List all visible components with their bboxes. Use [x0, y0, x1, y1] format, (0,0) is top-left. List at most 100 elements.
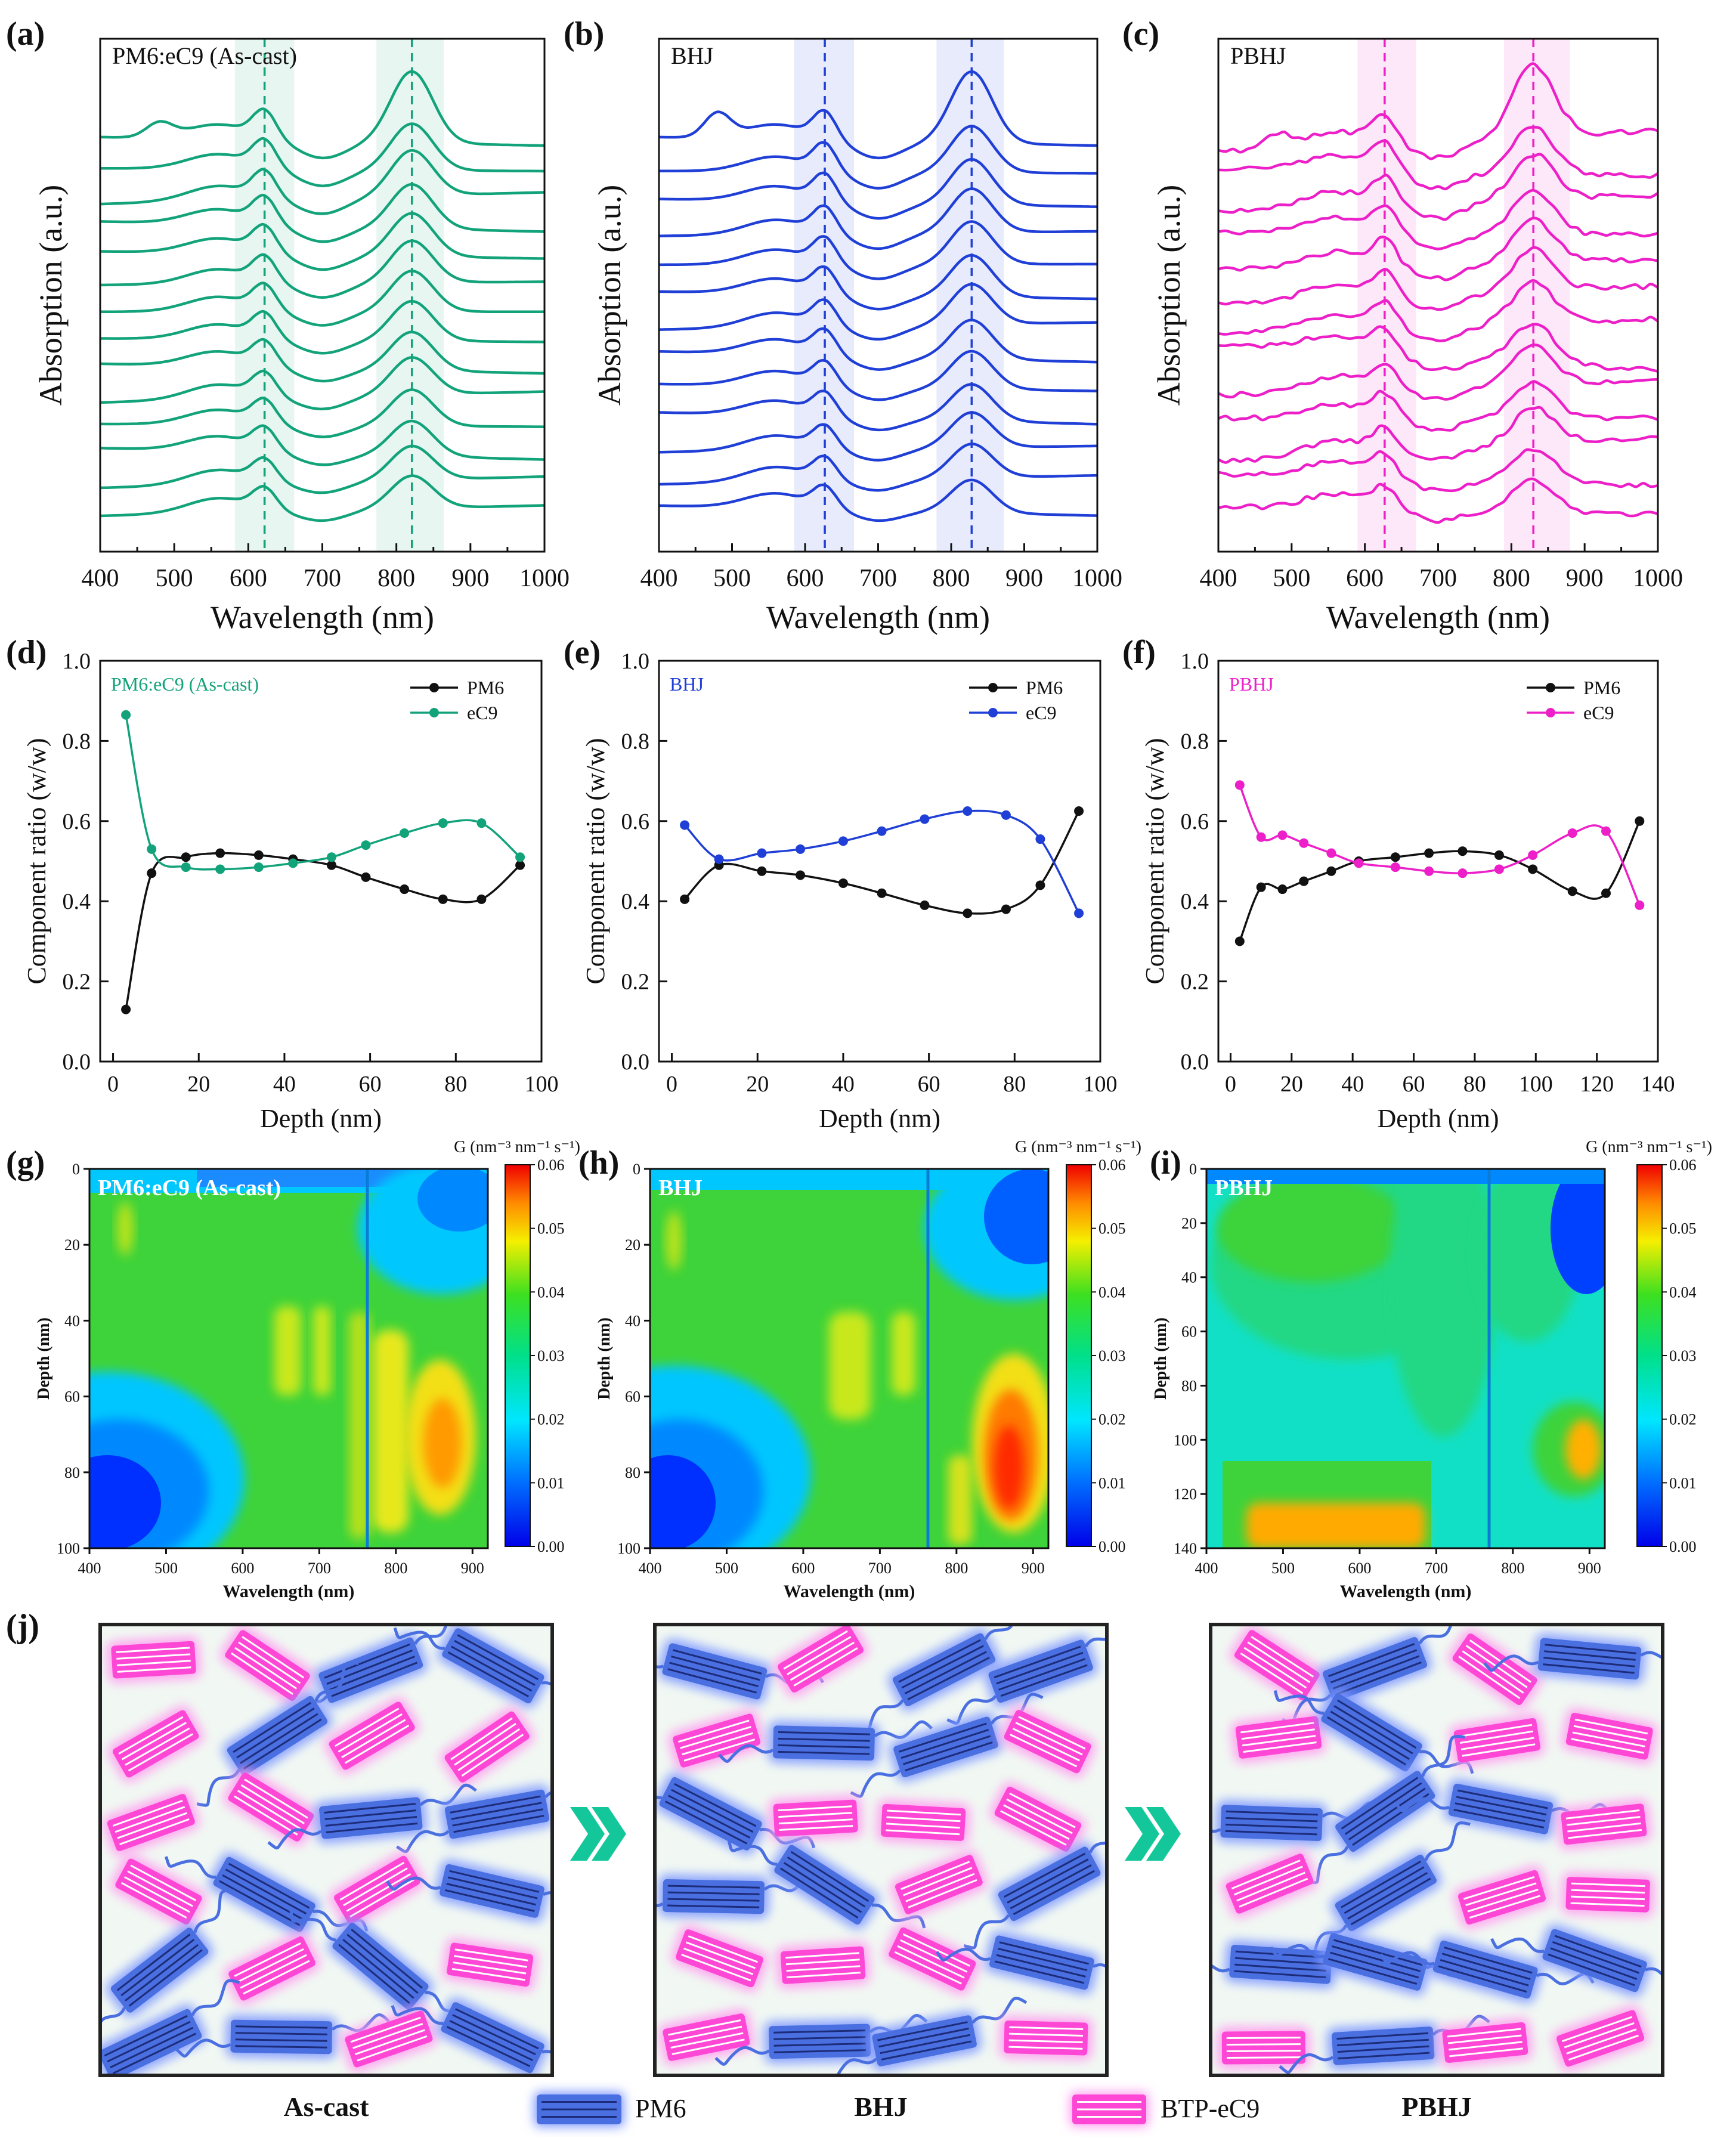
molecule-body	[893, 1716, 998, 1778]
x-axis-title: Depth (nm)	[260, 1104, 382, 1133]
pm6-molecule	[1212, 1800, 1381, 1846]
colorbar-tick-label: 0.04	[1669, 1283, 1697, 1301]
molecule-body	[447, 1942, 534, 1987]
molecule-stripe	[1226, 1810, 1318, 1816]
colorbar-tick-label: 0.02	[1669, 1411, 1697, 1428]
panel-h: 400 500 600 700 800 900 0 20 40 60 80 100 Wavelength…	[578, 1138, 1141, 1601]
molecule-stripe	[674, 1783, 757, 1827]
data-point-PM6	[963, 908, 973, 918]
molecule-stripe	[1009, 1792, 1076, 1828]
molecule-stripe	[335, 1707, 400, 1747]
molecule-body	[1004, 1710, 1091, 1774]
x-tick-label: 120	[1580, 1072, 1614, 1097]
x-tick-label: 40	[1341, 1072, 1364, 1097]
legend-marker	[429, 683, 439, 692]
data-point-eC9	[1354, 858, 1364, 868]
molecule-stripe	[790, 1641, 855, 1681]
data-point-eC9	[121, 710, 131, 720]
data-point-PM6	[476, 894, 487, 904]
molecule-stripe	[352, 2023, 423, 2049]
molecule-stripe	[343, 1867, 408, 1907]
panel-tag: (c)	[1122, 16, 1159, 52]
schematic-content	[102, 1626, 550, 2074]
polymer-chain	[391, 2005, 444, 2025]
molecule-stripe	[886, 1829, 960, 1836]
data-point-eC9	[288, 858, 298, 868]
spectrum-line	[1218, 216, 1658, 281]
colorbar-tick-label: 0.00	[1098, 1538, 1126, 1555]
y-tick-label: 0	[633, 1161, 640, 1178]
molecule-body	[1458, 1870, 1546, 1925]
heatmap-h-field	[650, 1169, 1048, 1548]
plot-frame	[649, 1168, 1050, 1549]
y-tick-label: 1.0	[621, 649, 650, 674]
molecule-body	[1004, 2021, 1088, 2056]
y-tick-label: 20	[1181, 1215, 1197, 1232]
x-tick-label: 800	[384, 1560, 407, 1577]
molecule-stripe	[907, 1656, 990, 1700]
molecule-body	[228, 1936, 315, 2001]
x-tick-label: 40	[273, 1072, 296, 1097]
molecule-stripe	[683, 1738, 756, 1762]
y-tick-label: 0.4	[1181, 889, 1209, 914]
molecule-stripe	[1015, 1722, 1083, 1756]
colorbar-title: G (nm⁻³ nm⁻¹ s⁻¹)	[1586, 1138, 1712, 1156]
y-axis-title: Component ratio (w/w)	[22, 738, 51, 984]
inset-label: PM6:eC9 (As-cast)	[112, 42, 297, 69]
molecule-body	[1561, 1803, 1647, 1845]
molecule-stripe	[1447, 2028, 1521, 2038]
y-tick-label: 0.6	[63, 809, 91, 834]
molecule-body	[1448, 1783, 1554, 1834]
highlight-band	[936, 39, 1004, 552]
pm6-molecule	[718, 1720, 933, 1766]
molecule-stripe	[1225, 1830, 1317, 1836]
molecule-stripe	[1548, 1953, 1635, 1987]
molecule-stripe	[231, 1652, 293, 1695]
polymer-chain	[1092, 1961, 1105, 1975]
plot-frame	[88, 1168, 489, 1549]
ec9-molecule	[340, 2006, 438, 2072]
y-tick-label: 100	[57, 1540, 80, 1557]
data-point-eC9	[1234, 780, 1245, 790]
molecule-stripe	[1344, 1866, 1425, 1914]
spectrum-line	[658, 383, 1098, 432]
legend-label: eC9	[1583, 702, 1614, 723]
inset-label: PBHJ	[1230, 42, 1286, 69]
spectrum-line	[100, 299, 545, 355]
x-tick-label: 500	[156, 565, 193, 592]
molecule-stripe	[235, 2038, 327, 2042]
x-tick-label: 900	[461, 1560, 484, 1577]
molecule-stripe	[112, 1799, 183, 1827]
caption-as-cast: As-cast	[283, 2092, 369, 2122]
ec9-molecule	[658, 2009, 755, 2066]
molecule-stripe	[449, 2020, 533, 2062]
molecule-stripe	[1338, 2052, 1430, 2060]
x-tick-label: 60	[1403, 1072, 1425, 1097]
y-tick-label: 0.2	[621, 970, 650, 995]
molecule-stripe	[1013, 1870, 1095, 1916]
molecule-stripe	[1328, 1958, 1418, 1985]
ec9-molecule	[773, 1626, 869, 1697]
molecule-stripe	[1566, 2028, 1637, 2055]
molecule-stripe	[903, 1867, 973, 1896]
x-axis-title: Wavelength (nm)	[223, 1582, 355, 1601]
caption-bhj: BHJ	[854, 2092, 907, 2122]
x-tick-label: 400	[640, 565, 678, 592]
molecule-stripe	[996, 1954, 1086, 1978]
molecule-body	[659, 1777, 762, 1851]
data-point-eC9	[1074, 908, 1084, 918]
data-point-eC9	[515, 852, 525, 862]
panel-tag: (e)	[564, 634, 601, 671]
molecule-stripe	[667, 1668, 757, 1694]
molecule-stripe	[344, 1724, 410, 1764]
molecule-stripe	[787, 1972, 861, 1979]
molecule-stripe	[1336, 2032, 1429, 2040]
chevron-icon	[592, 1807, 626, 1861]
polymer-chain	[1483, 1654, 1539, 1672]
molecule-stripe	[1247, 1641, 1311, 1684]
molecule-body	[1323, 1933, 1428, 1991]
pm6-molecule	[824, 1997, 1028, 2074]
schematic-content	[1212, 1626, 1661, 2074]
panel-tag: (g)	[6, 1144, 45, 1181]
molecule-stripe	[667, 1891, 760, 1895]
